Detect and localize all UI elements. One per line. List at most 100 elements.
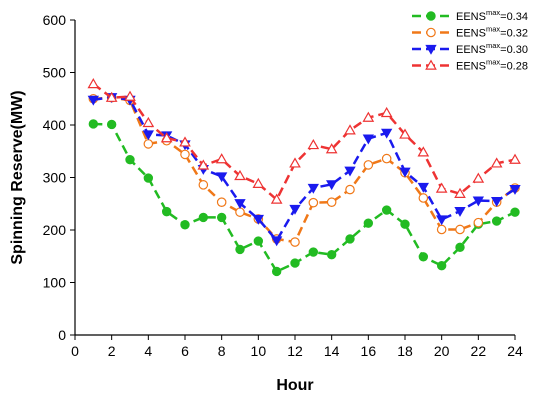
legend-marker <box>426 11 436 21</box>
data-point <box>216 172 228 183</box>
legend-label-base: EENS <box>456 61 486 73</box>
legend-label: EENSmax=0.30 <box>456 41 528 56</box>
data-point <box>290 237 300 247</box>
legend-label-value: =0.28 <box>500 61 528 73</box>
data-point <box>88 119 99 129</box>
data-point <box>307 138 320 150</box>
data-point <box>418 193 429 203</box>
series-1 <box>88 119 520 277</box>
data-point <box>436 261 447 271</box>
data-point <box>381 153 392 164</box>
data-point <box>143 139 154 149</box>
data-point <box>472 196 484 207</box>
data-point <box>160 132 173 143</box>
data-point <box>326 197 337 207</box>
data-point <box>234 199 246 210</box>
data-point <box>197 159 210 170</box>
x-tick-label: 22 <box>471 343 487 359</box>
legend-item: EENSmax=0.34 <box>412 8 528 23</box>
series-layer <box>87 78 521 277</box>
x-tick-label: 10 <box>251 343 267 359</box>
legend-label-superscript: max <box>486 8 500 17</box>
x-tick-label: 18 <box>397 343 413 359</box>
data-point <box>510 207 520 217</box>
data-point <box>362 134 374 145</box>
data-point <box>308 247 319 257</box>
data-point <box>142 130 154 141</box>
data-point <box>417 146 430 157</box>
y-tick-label: 0 <box>58 327 66 343</box>
legend-marker <box>426 27 436 38</box>
data-point <box>253 236 264 246</box>
data-point <box>454 187 466 198</box>
data-point <box>180 220 190 230</box>
data-point <box>345 184 355 195</box>
data-point <box>179 136 191 147</box>
data-point <box>344 124 356 135</box>
legend-label-superscript: max <box>486 25 500 34</box>
data-point <box>326 180 338 191</box>
y-tick-label: 600 <box>43 12 67 28</box>
data-point <box>344 166 356 177</box>
legend-marker <box>425 59 437 70</box>
data-point <box>381 205 392 215</box>
x-tick-label: 20 <box>434 343 450 359</box>
data-point <box>180 149 190 160</box>
series-3 <box>87 93 521 247</box>
series-2 <box>88 92 520 247</box>
y-tick-label: 400 <box>43 117 67 133</box>
data-point <box>234 169 246 181</box>
legend-label-superscript: max <box>486 58 500 67</box>
data-point <box>289 157 301 168</box>
legend-label-value: =0.34 <box>500 11 528 23</box>
y-tick-label: 200 <box>43 222 67 238</box>
data-point <box>399 128 411 139</box>
data-point <box>87 78 100 89</box>
data-point <box>252 214 264 225</box>
data-point <box>509 184 521 195</box>
y-tick-label: 300 <box>43 170 67 186</box>
data-point <box>87 95 99 106</box>
legend-label-superscript: max <box>486 41 500 50</box>
data-point <box>455 242 465 253</box>
data-point <box>215 153 228 164</box>
data-point <box>143 173 154 183</box>
data-point <box>455 224 465 235</box>
data-point <box>307 183 319 194</box>
data-point <box>436 224 447 235</box>
data-point <box>472 172 485 183</box>
data-point <box>345 234 355 244</box>
data-point <box>491 197 503 207</box>
series-4 <box>87 78 521 204</box>
data-point <box>198 212 209 223</box>
data-point <box>198 180 209 190</box>
series-line <box>93 95 516 243</box>
x-tick-label: 4 <box>144 343 152 359</box>
x-tick-label: 0 <box>71 343 79 359</box>
data-point <box>362 111 375 122</box>
data-point <box>381 128 393 139</box>
data-point <box>363 218 374 228</box>
data-point <box>216 197 227 207</box>
data-point <box>436 215 448 226</box>
x-tick-label: 24 <box>507 343 523 359</box>
data-point <box>271 266 282 277</box>
y-tick-label: 100 <box>43 275 67 291</box>
data-point <box>270 193 283 204</box>
legend-label-value: =0.32 <box>500 28 528 40</box>
data-point <box>380 106 393 118</box>
data-point <box>252 177 265 188</box>
legend-label: EENSmax=0.34 <box>456 8 528 23</box>
legend-item: EENSmax=0.32 <box>412 25 528 40</box>
data-point <box>289 204 301 215</box>
x-axis-title: Hour <box>276 377 313 394</box>
data-point <box>308 197 319 208</box>
data-point <box>454 207 466 217</box>
data-point <box>106 119 117 130</box>
legend-label-base: EENS <box>456 11 486 23</box>
x-tick-label: 6 <box>181 343 189 359</box>
data-point <box>490 157 503 168</box>
legend-label-value: =0.30 <box>500 44 528 56</box>
